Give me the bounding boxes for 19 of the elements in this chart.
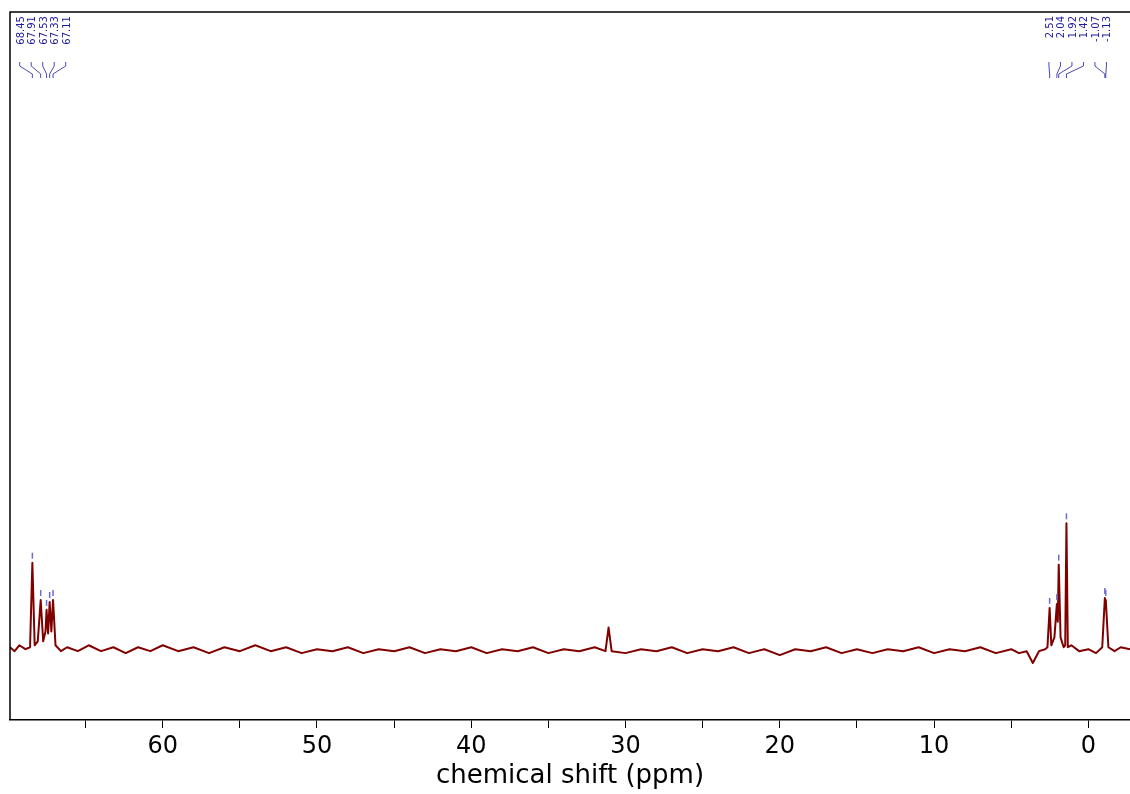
x-tick-label: 60: [147, 730, 178, 759]
x-tick-label: 50: [301, 730, 333, 759]
text: -1.13: [1101, 16, 1113, 42]
x-tick-label: 0: [1080, 730, 1096, 759]
x-axis-title: chemical shift (ppm): [435, 759, 705, 790]
x-tick-label: 40: [455, 730, 487, 759]
text: 2.51: [1043, 16, 1055, 39]
text: 2.04: [1055, 16, 1067, 39]
text: 1.42: [1078, 16, 1090, 39]
text: 67.91: [26, 16, 38, 45]
x-tick-label: 30: [610, 730, 641, 759]
text: 68.45: [14, 16, 26, 45]
text: -1.07: [1089, 16, 1101, 42]
text: 67.53: [37, 16, 49, 45]
text: 1.92: [1066, 16, 1078, 39]
x-tick-label: 20: [764, 730, 796, 759]
x-tick-label: 10: [918, 730, 950, 759]
text: 67.33: [49, 16, 61, 45]
text: 67.11: [60, 16, 72, 45]
